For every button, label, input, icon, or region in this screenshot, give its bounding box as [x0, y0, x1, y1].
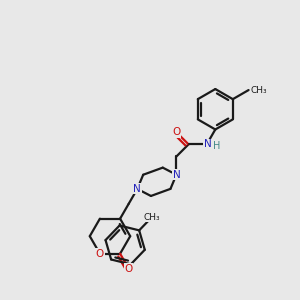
Text: O: O: [124, 264, 133, 274]
Text: N: N: [172, 170, 180, 180]
Text: CH₃: CH₃: [250, 85, 267, 94]
Text: N: N: [204, 139, 212, 149]
Text: H: H: [213, 141, 220, 151]
Text: N: N: [134, 184, 141, 194]
Text: CH₃: CH₃: [143, 213, 160, 222]
Text: O: O: [96, 249, 104, 259]
Text: O: O: [172, 127, 181, 137]
